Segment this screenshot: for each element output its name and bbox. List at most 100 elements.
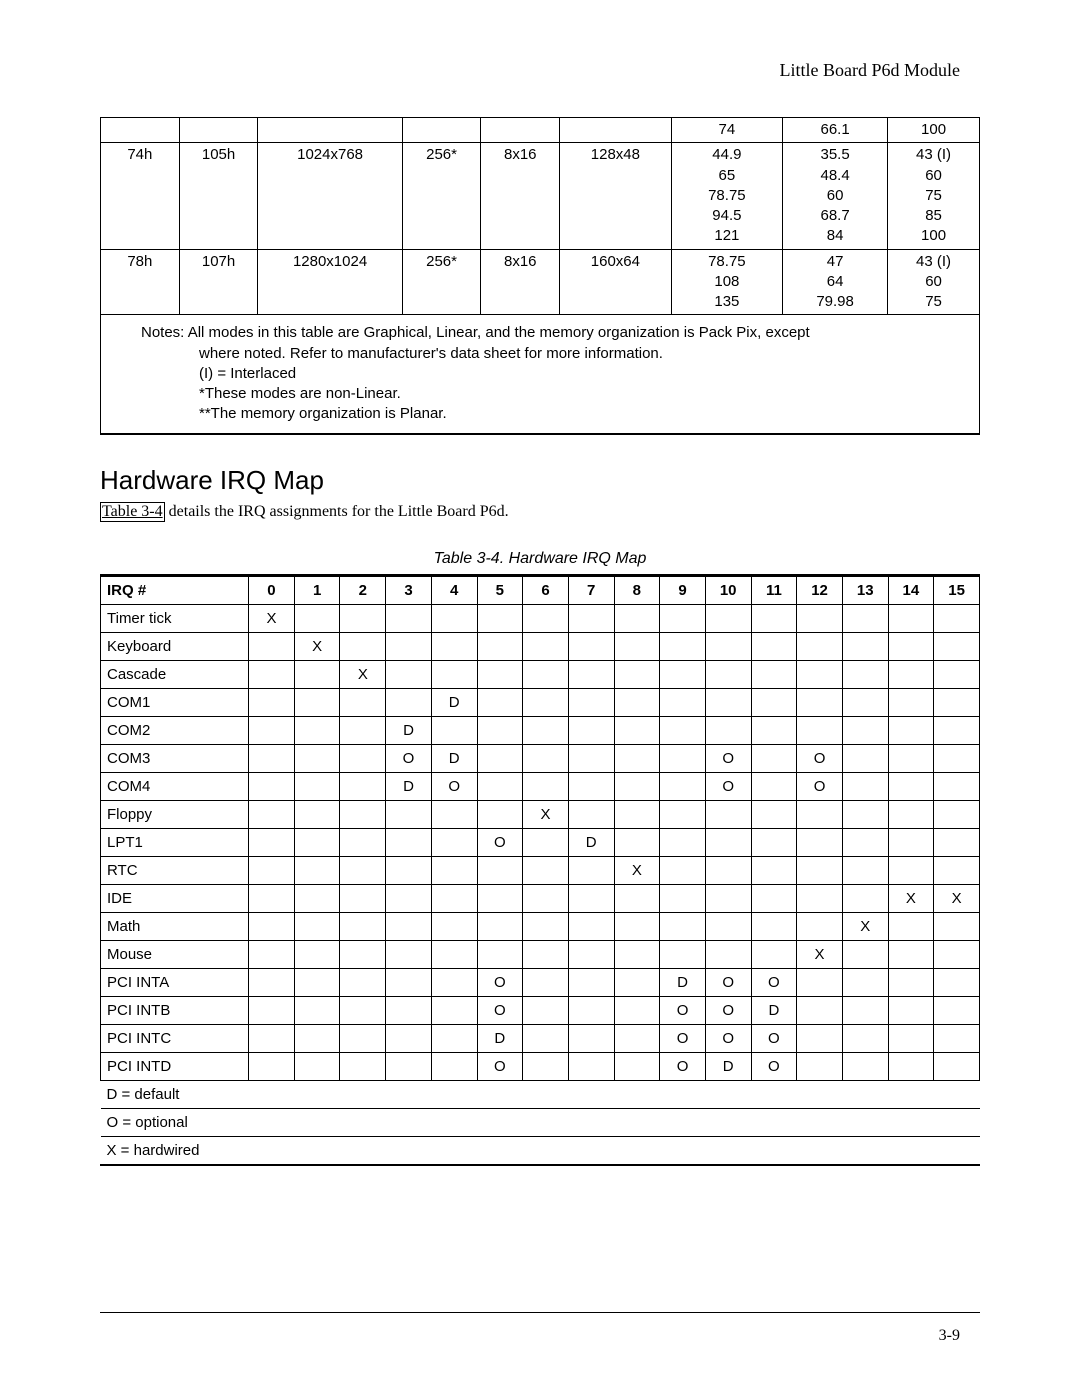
irq-header-num: 5	[477, 576, 523, 604]
irq-cell	[568, 744, 614, 772]
irq-cell: X	[294, 632, 340, 660]
irq-cell	[614, 716, 660, 744]
irq-cell	[934, 940, 980, 968]
irq-cell	[523, 772, 569, 800]
irq-cell	[249, 688, 295, 716]
table-reference-link[interactable]: Table 3-4	[100, 502, 165, 522]
irq-cell	[751, 940, 797, 968]
irq-header-num: 2	[340, 576, 386, 604]
irq-cell	[614, 940, 660, 968]
irq-cell	[294, 856, 340, 884]
irq-cell	[797, 632, 843, 660]
cell	[101, 118, 180, 143]
irq-cell	[888, 632, 934, 660]
irq-row-label: COM4	[101, 772, 249, 800]
irq-cell	[660, 716, 706, 744]
irq-cell	[294, 744, 340, 772]
irq-cell	[888, 996, 934, 1024]
table-row: COM4DOOO	[101, 772, 980, 800]
irq-cell	[294, 800, 340, 828]
irq-cell	[386, 940, 432, 968]
irq-cell	[249, 996, 295, 1024]
irq-row-label: LPT1	[101, 828, 249, 856]
irq-cell	[523, 1052, 569, 1080]
irq-cell	[660, 940, 706, 968]
irq-header-num: 15	[934, 576, 980, 604]
irq-cell: O	[797, 772, 843, 800]
irq-cell	[888, 968, 934, 996]
irq-row-label: Keyboard	[101, 632, 249, 660]
irq-cell	[797, 968, 843, 996]
irq-cell	[705, 688, 751, 716]
irq-cell	[431, 828, 477, 856]
irq-cell	[934, 1024, 980, 1052]
irq-cell	[614, 996, 660, 1024]
irq-cell	[751, 660, 797, 688]
table-row: 74 66.1 100	[101, 118, 980, 143]
irq-cell	[477, 800, 523, 828]
legend-x: X = hardwired	[101, 1136, 980, 1164]
irq-cell	[614, 744, 660, 772]
irq-cell	[842, 968, 888, 996]
irq-cell: X	[797, 940, 843, 968]
irq-cell	[523, 1024, 569, 1052]
irq-cell	[705, 716, 751, 744]
irq-cell	[294, 1024, 340, 1052]
irq-cell: O	[751, 1052, 797, 1080]
cell: 107h	[179, 249, 258, 315]
section-rest: details the IRQ assignments for the Litt…	[165, 503, 509, 520]
irq-cell	[568, 856, 614, 884]
irq-cell	[477, 856, 523, 884]
notes-line: (I) = Interlaced	[141, 364, 967, 384]
irq-cell	[568, 884, 614, 912]
irq-cell	[249, 800, 295, 828]
irq-cell	[386, 660, 432, 688]
cell: 43 (I)607585100	[888, 143, 980, 249]
table-caption: Table 3-4. Hardware IRQ Map	[100, 550, 980, 568]
irq-cell: O	[660, 1052, 706, 1080]
irq-cell	[294, 940, 340, 968]
irq-cell	[523, 968, 569, 996]
irq-cell	[249, 856, 295, 884]
irq-cell	[751, 744, 797, 772]
irq-cell	[842, 632, 888, 660]
irq-cell	[477, 884, 523, 912]
irq-cell	[842, 744, 888, 772]
irq-cell	[660, 632, 706, 660]
table-row: Timer tickX	[101, 604, 980, 632]
irq-cell: D	[431, 744, 477, 772]
irq-cell	[431, 1052, 477, 1080]
irq-header-label: IRQ #	[101, 576, 249, 604]
irq-cell	[386, 1052, 432, 1080]
irq-cell	[888, 1024, 934, 1052]
irq-cell	[340, 688, 386, 716]
irq-cell	[888, 604, 934, 632]
irq-cell	[523, 856, 569, 884]
irq-cell	[660, 912, 706, 940]
irq-cell	[294, 772, 340, 800]
irq-cell	[888, 772, 934, 800]
irq-cell	[523, 912, 569, 940]
irq-cell	[477, 632, 523, 660]
irq-cell	[568, 996, 614, 1024]
irq-cell	[340, 912, 386, 940]
irq-cell	[934, 912, 980, 940]
irq-cell	[751, 716, 797, 744]
irq-cell	[888, 688, 934, 716]
notes-line: *These modes are non-Linear.	[141, 384, 967, 404]
legend-row: D = default	[101, 1080, 980, 1108]
cell: 105h	[179, 143, 258, 249]
irq-cell	[523, 604, 569, 632]
irq-cell	[477, 744, 523, 772]
irq-cell	[294, 716, 340, 744]
cell	[560, 118, 672, 143]
irq-cell	[660, 800, 706, 828]
table-notes-row: Notes: All modes in this table are Graph…	[101, 315, 980, 434]
irq-cell	[294, 828, 340, 856]
irq-cell	[705, 660, 751, 688]
irq-cell	[614, 632, 660, 660]
table-row: LPT1OD	[101, 828, 980, 856]
irq-cell	[660, 884, 706, 912]
irq-cell: X	[523, 800, 569, 828]
irq-cell	[660, 660, 706, 688]
